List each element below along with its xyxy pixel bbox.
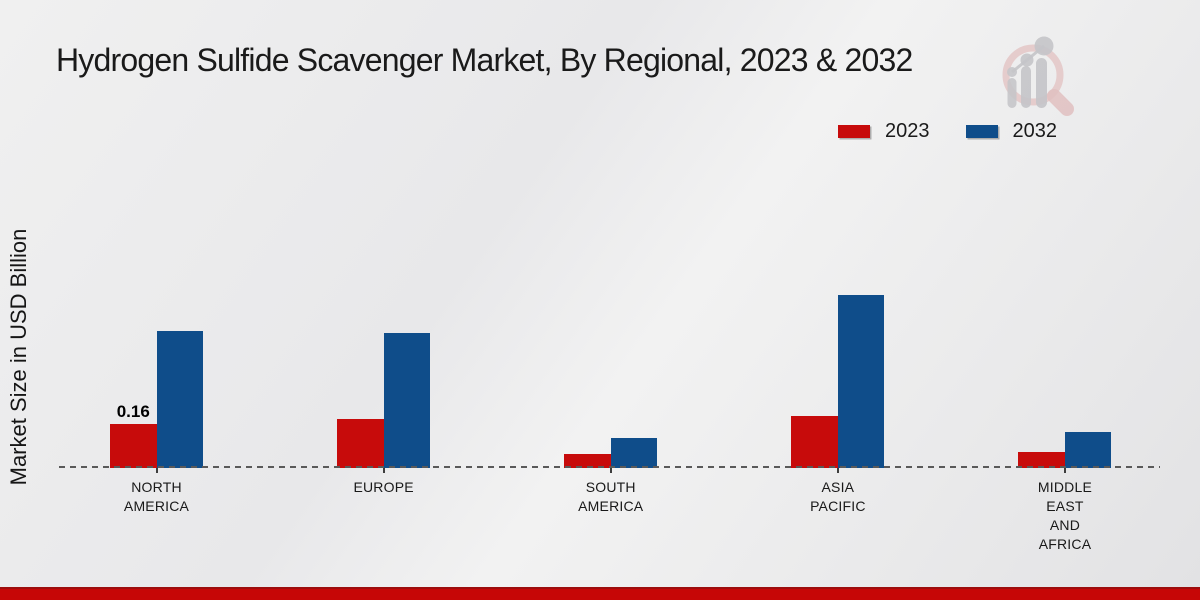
bar-2032-europe[interactable] — [383, 333, 431, 468]
footer-accent-band — [0, 587, 1200, 600]
bar-2032-asia-pacific[interactable] — [837, 294, 885, 468]
axis-tick-asia-pacific — [836, 468, 839, 473]
legend-label-2032: 2032 — [1012, 119, 1058, 142]
bar-value-label: 0.16 — [116, 402, 150, 421]
bar-chart-magnifier-watermark-icon — [1002, 36, 1074, 116]
category-label-south-america: SOUTH AMERICA — [578, 479, 644, 514]
legend-label-2023: 2023 — [885, 119, 930, 142]
bar-2023-europe[interactable] — [337, 418, 384, 468]
bar-2032-south-america[interactable] — [610, 437, 658, 468]
bar-2032-middle-east-and-africa[interactable] — [1064, 432, 1112, 468]
axis-tick-middle-east-and-africa — [1063, 468, 1066, 473]
axis-tick-south-america — [609, 468, 612, 473]
legend-swatch-2023 — [838, 124, 870, 138]
legend-item-2032[interactable]: 2032 — [965, 119, 1058, 143]
bar-2023-south-america[interactable] — [564, 454, 611, 468]
category-label-north-america: NORTH AMERICA — [123, 479, 190, 514]
bar-2023-north-america[interactable] — [110, 424, 157, 468]
chart-title: Hydrogen Sulfide Scavenger Market, By Re… — [56, 42, 913, 78]
x-axis-baseline — [59, 466, 1160, 468]
legend-item-2023[interactable]: 2023 — [838, 120, 930, 143]
category-label-middle-east-and-africa: MIDDLE EAST AND AFRICA — [1037, 479, 1093, 552]
legend-swatch-2032 — [965, 124, 998, 138]
bar-2023-middle-east-and-africa[interactable] — [1018, 451, 1065, 468]
legend: 2023 2032 — [838, 119, 1057, 143]
axis-tick-europe — [382, 468, 385, 473]
category-label-asia-pacific: ASIA PACIFIC — [810, 479, 866, 514]
bar-2032-north-america[interactable] — [156, 330, 203, 468]
axis-tick-north-america — [155, 468, 158, 473]
bar-2023-asia-pacific[interactable] — [791, 415, 838, 468]
category-label-europe: EUROPE — [353, 479, 414, 495]
